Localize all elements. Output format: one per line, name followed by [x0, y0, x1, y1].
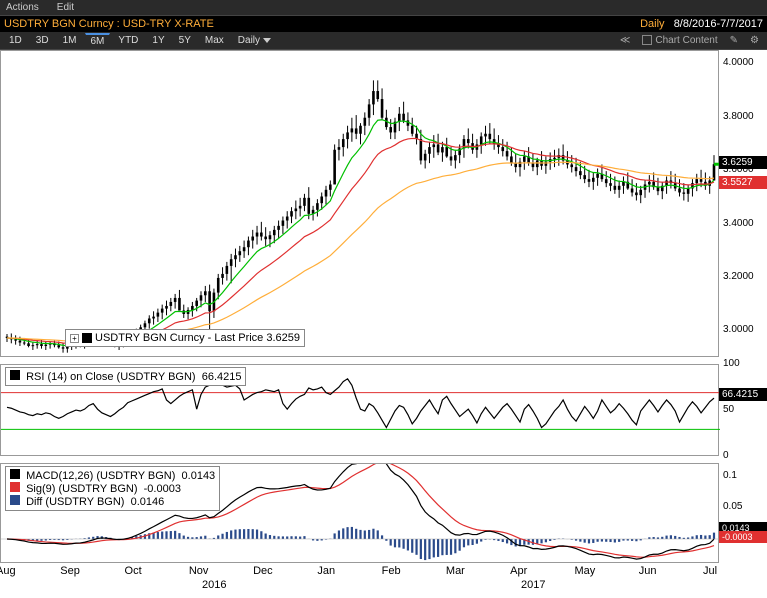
price-legend: + USDTRY BGN Curncy - Last Price 3.6259 [65, 329, 305, 347]
x-month: Aug [0, 565, 16, 577]
freq-label: Daily [640, 18, 664, 30]
ytick: 50 [723, 404, 734, 415]
menu-edit[interactable]: Edit [57, 2, 74, 13]
ytick: 4.0000 [723, 57, 754, 68]
freq-dropdown[interactable]: Daily [232, 33, 277, 48]
menu-actions[interactable]: Actions [6, 2, 39, 13]
x-month: Mar [446, 565, 465, 577]
range-button-3d[interactable]: 3D [30, 33, 55, 48]
x-month: May [574, 565, 595, 577]
gear-icon[interactable]: ⚙ [745, 33, 764, 48]
x-month: Nov [189, 565, 209, 577]
legend-label: Sig(9) (USDTRY BGN) [26, 483, 137, 495]
ytick: 3.2000 [723, 271, 754, 282]
x-month: Jul [703, 565, 717, 577]
symbol-title: USDTRY BGN Curncy : USD-TRY X-RATE [4, 18, 214, 30]
range-button-max[interactable]: Max [199, 33, 230, 48]
legend-swatch [10, 482, 20, 492]
range-button-1d[interactable]: 1D [3, 33, 28, 48]
x-month: Apr [510, 565, 527, 577]
x-month: Sep [60, 565, 80, 577]
legend-row: MACD(12,26) (USDTRY BGN) 0.0143 [10, 469, 215, 482]
x-month: Dec [253, 565, 273, 577]
toolbar-collapse[interactable]: ≪ [615, 33, 635, 48]
value-flag: 66.4215 [719, 388, 767, 401]
range-button-1m[interactable]: 1M [57, 33, 83, 48]
x-axis: Aug Sep Oct Nov Dec Jan Feb Mar Apr May Jun Jul 2016… [0, 563, 719, 598]
legend-value: -0.0003 [144, 483, 181, 495]
legend-label: Diff (USDTRY BGN) [26, 496, 124, 508]
rsi-panel: RSI (14) on Close (USDTRY BGN) 66.4215 [0, 364, 719, 456]
legend-label: MACD(12,26) (USDTRY BGN) [26, 470, 175, 482]
edit-icon[interactable]: ✎ [725, 33, 743, 48]
menubar: Actions Edit [0, 0, 767, 16]
range-button-1y[interactable]: 1Y [146, 33, 170, 48]
legend-row: Diff (USDTRY BGN) 0.0146 [10, 495, 215, 508]
x-month: Jun [639, 565, 657, 577]
rsi-value: 66.4215 [202, 371, 242, 383]
rsi-label: RSI (14) on Close (USDTRY BGN) [26, 371, 196, 383]
legend-swatch [10, 495, 20, 505]
macd-legend: MACD(12,26) (USDTRY BGN) 0.0143 Sig(9) (… [5, 466, 220, 511]
legend-swatch [10, 370, 20, 380]
x-year: 2016 [202, 579, 226, 591]
expand-icon[interactable]: + [70, 334, 79, 343]
range-button-ytd[interactable]: YTD [112, 33, 144, 48]
value-flag: 3.5527 [719, 176, 767, 189]
date-range: 8/8/2016-7/7/2017 [674, 18, 763, 30]
legend-value: 0.0143 [182, 470, 216, 482]
legend-name: USDTRY BGN Curncy - Last Price [95, 332, 263, 344]
price-yaxis: 4.00003.80003.60003.40003.20003.00003.62… [719, 50, 767, 357]
range-button-5y[interactable]: 5Y [173, 33, 197, 48]
legend-swatch [82, 333, 92, 343]
value-flag: 3.6259 [719, 156, 767, 169]
legend-value: 0.0146 [131, 496, 165, 508]
legend-swatch [10, 469, 20, 479]
legend-row: Sig(9) (USDTRY BGN) -0.0003 [10, 482, 215, 495]
rsi-legend: RSI (14) on Close (USDTRY BGN) 66.4215 [5, 367, 246, 386]
titlebar: USDTRY BGN Curncy : USD-TRY X-RATE Daily… [0, 16, 767, 32]
ytick: 3.8000 [723, 111, 754, 122]
range-button-6m[interactable]: 6M [85, 33, 111, 49]
x-month: Oct [125, 565, 142, 577]
x-month: Feb [382, 565, 401, 577]
x-month: Jan [317, 565, 335, 577]
ytick: 3.0000 [723, 324, 754, 335]
value-flag: -0.0003 [719, 531, 767, 543]
x-year: 2017 [521, 579, 545, 591]
price-panel: + USDTRY BGN Curncy - Last Price 3.6259 [0, 50, 719, 357]
toolbar: 1D3D1M6MYTD1Y5YMaxDaily ≪Chart Content✎⚙ [0, 32, 767, 50]
ytick: 3.4000 [723, 218, 754, 229]
ytick: 0.05 [723, 501, 742, 512]
ytick: 0.1 [723, 470, 737, 481]
macd-panel: MACD(12,26) (USDTRY BGN) 0.0143 Sig(9) (… [0, 463, 719, 563]
ytick: 100 [723, 358, 740, 369]
macd-yaxis: 0.10.050.000.0143-0.0003 [719, 463, 767, 563]
chart-content-toggle[interactable]: Chart Content [637, 33, 722, 48]
ytick: 0 [723, 450, 729, 461]
legend-value: 3.6259 [266, 332, 300, 344]
rsi-yaxis: 10050066.4215 [719, 364, 767, 456]
